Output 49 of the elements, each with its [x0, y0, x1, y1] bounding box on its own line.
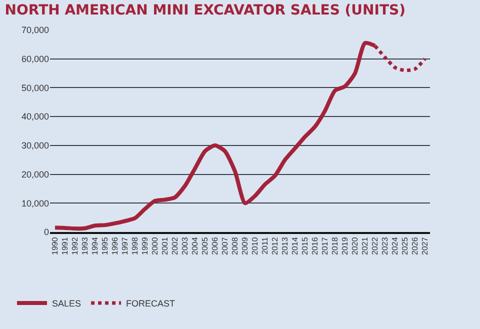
x-tick-label: 1999	[140, 236, 150, 255]
y-tick-label: 50,000	[21, 82, 49, 93]
x-tick-label: 2014	[290, 236, 300, 255]
y-tick-label: 10,000	[21, 198, 49, 208]
x-tick-label: 1993	[80, 236, 90, 255]
x-tick-label: 2004	[190, 236, 200, 255]
x-tick-label: 2005	[200, 236, 210, 255]
x-tick-label: 2022	[370, 236, 380, 255]
x-tick-label: 2006	[210, 236, 220, 255]
x-tick-label: 2018	[330, 236, 340, 255]
x-tick-label: 1997	[120, 236, 130, 255]
x-tick-label: 1992	[70, 236, 80, 255]
chart-title: NORTH AMERICAN MINI EXCAVATOR SALES (UNITS)	[4, 2, 406, 19]
x-tick-label: 2008	[230, 236, 240, 255]
x-tick-label: 2007	[220, 236, 230, 255]
x-tick-label: 1994	[90, 236, 100, 255]
y-tick-label: 40,000	[21, 112, 49, 122]
x-tick-label: 1996	[110, 236, 120, 255]
x-tick-label: 2010	[250, 236, 260, 255]
x-tick-label: 2020	[350, 236, 360, 255]
x-tick-label: 2026	[410, 236, 420, 255]
x-tick-label: 2016	[310, 236, 320, 255]
x-tick-label: 1991	[60, 236, 70, 255]
x-tick-label: 2021	[360, 236, 370, 255]
x-tick-label: 1998	[130, 236, 140, 255]
x-tick-label: 2025	[400, 236, 410, 255]
x-tick-label: 2003	[180, 236, 190, 255]
legend-label: FORECAST	[126, 298, 176, 309]
x-tick-label: 2015	[300, 236, 310, 255]
y-tick-label: 70,000	[21, 25, 49, 36]
x-tick-label: 1990	[50, 236, 60, 255]
y-tick-label: 30,000	[21, 140, 49, 151]
x-tick-label: 2023	[380, 236, 390, 255]
x-tick-label: 2017	[320, 236, 330, 255]
y-tick-label: 60,000	[21, 54, 49, 64]
x-tick-label: 2019	[340, 236, 350, 255]
x-tick-label: 2002	[170, 236, 180, 255]
x-tick-label: 1995	[100, 236, 110, 255]
y-tick-label: 0	[44, 227, 49, 238]
x-tick-label: 2024	[390, 236, 400, 255]
y-tick-label: 20,000	[21, 169, 49, 180]
x-tick-label: 2011	[260, 236, 270, 254]
x-tick-label: 2012	[270, 236, 280, 255]
x-tick-label: 2013	[280, 236, 290, 255]
x-tick-label: 2027	[420, 236, 430, 255]
x-tick-label: 2001	[160, 236, 170, 255]
x-tick-label: 2009	[240, 236, 250, 255]
legend-label: SALES	[52, 298, 82, 309]
x-tick-label: 2000	[150, 236, 160, 255]
